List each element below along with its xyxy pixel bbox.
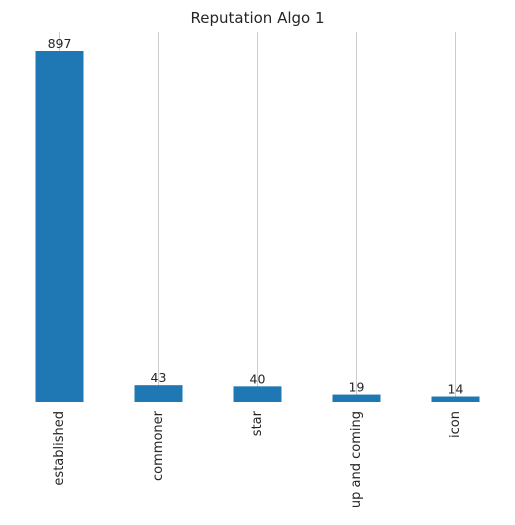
bar-established (35, 51, 84, 402)
bar-star (233, 386, 282, 402)
data-label-star: 40 (250, 371, 266, 386)
bar-icon (431, 396, 480, 402)
bar-layer (35, 51, 480, 402)
x-tick-label-star: star (250, 410, 265, 436)
x-tick-label-icon: icon (448, 411, 463, 438)
x-tick-label-commoner: commoner (151, 410, 166, 481)
x-tick-layer: established commoner star up and coming icon (52, 410, 463, 508)
data-label-icon: 14 (448, 382, 464, 397)
data-label-up-and-coming: 19 (349, 380, 365, 395)
bar-up-and-coming (332, 394, 381, 402)
data-label-commoner: 43 (151, 370, 167, 385)
data-label-layer: 897 43 40 19 14 (48, 36, 464, 397)
grid-layer (59, 32, 456, 402)
x-tick-label-established: established (52, 411, 67, 486)
x-tick-label-up-and-coming: up and coming (349, 411, 364, 508)
bar-commoner (134, 385, 183, 402)
chart-title: Reputation Algo 1 (190, 9, 324, 27)
data-label-established: 897 (48, 36, 72, 51)
